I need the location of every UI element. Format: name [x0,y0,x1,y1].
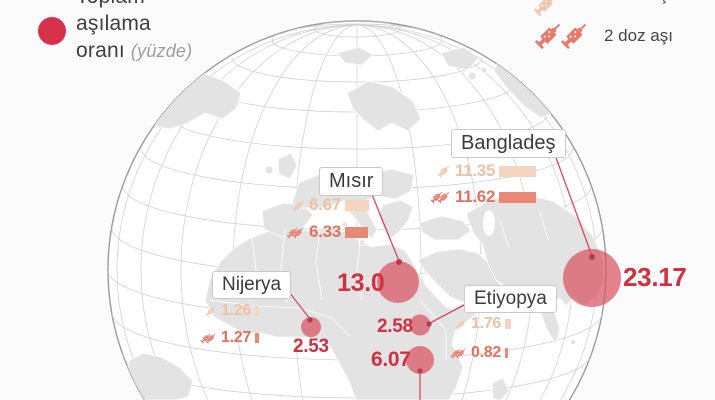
dose2-row-egypt: 6.33 [282,222,368,242]
dose1-bar [499,165,537,177]
dose2-value: 0.82 [471,344,501,361]
caspian-sea [483,210,495,236]
dose1-bar [504,319,511,329]
syringe-1dose-icon [203,303,220,320]
leader-line [550,143,593,257]
land-scandinavia [346,80,422,132]
syringe-1dose-icon [453,316,470,333]
dose1-value: 1.26 [221,302,251,319]
dose1-bar [344,199,369,211]
dose2-value: 1.27 [221,329,251,346]
dose2-row-nigeria: 1.27 [194,329,259,347]
legend-line2: aşılama [76,12,151,35]
land-uk [277,152,298,180]
land-svalbard [440,46,480,71]
legend-line1: Toplam [76,0,192,10]
legend-dose2-label: 2 doz aşı [604,26,673,45]
total-value-egypt: 13.0 [337,269,385,297]
country-label-ethiopia: Etiyopya [464,285,557,313]
country-label-nigeria: Nijerya [212,271,292,299]
dose2-row-bangladesh: 11.62 [428,187,537,207]
leader-dot [589,254,595,260]
total-circle [301,317,321,337]
syringe-1dose-icon [289,196,307,214]
dose1-row-bangladesh: 11.35 [428,161,537,181]
total-value-nigeria: 2.53 [293,336,329,357]
dose2-bar [504,348,508,358]
dose1-value: 1.76 [471,315,501,332]
dose2-value: 6.33 [309,222,341,241]
leader-dot [417,368,423,374]
dose2-bar [344,226,368,238]
dose1-value: 6.67 [309,195,341,214]
dose1-row-ethiopia: 1.76 [444,315,511,333]
country-label-egypt: Mısır [319,167,384,196]
dose2-row-ethiopia: 0.82 [444,344,508,362]
land-iceland [336,46,374,66]
leader-dot [307,317,313,323]
dose1-bar [254,306,259,316]
total-circle [406,346,434,374]
legend-unit: (yüzde) [130,41,193,61]
dose2-bar [499,191,537,203]
total-rate-legend-text: Toplam aşılama oranı (yüzde) [76,0,192,65]
legend-dose1-label: 1 doz aşı [604,0,673,5]
total-circle [563,249,621,307]
land-turkey [418,215,472,241]
country-borders [209,211,549,360]
dose1-row-egypt: 6.67 [282,195,369,215]
total-circle [377,261,419,303]
dose2-value: 11.62 [455,187,496,206]
total-value-bangladesh: 23.17 [623,262,687,292]
legend-line3: oranı [76,39,125,62]
dose1-row-nigeria: 1.26 [194,302,259,320]
syringe-1dose-icon [434,161,454,181]
total-circle [409,314,431,336]
land-iberia [261,202,314,238]
leader-dot [396,259,402,265]
land-madagascar [491,377,510,400]
total-value-unlabeled: 6.07 [371,348,411,371]
country-label-bangladesh: Bangladeş [451,129,566,158]
total-rate-legend-dot [38,17,66,45]
total-value-ethiopia: 2.58 [377,316,413,337]
annotations [285,143,621,400]
dose1-value: 11.35 [455,161,496,180]
leader-dot [426,321,432,327]
leader-line [429,303,467,324]
dose2-bar [254,333,259,343]
leader-line [370,191,400,262]
